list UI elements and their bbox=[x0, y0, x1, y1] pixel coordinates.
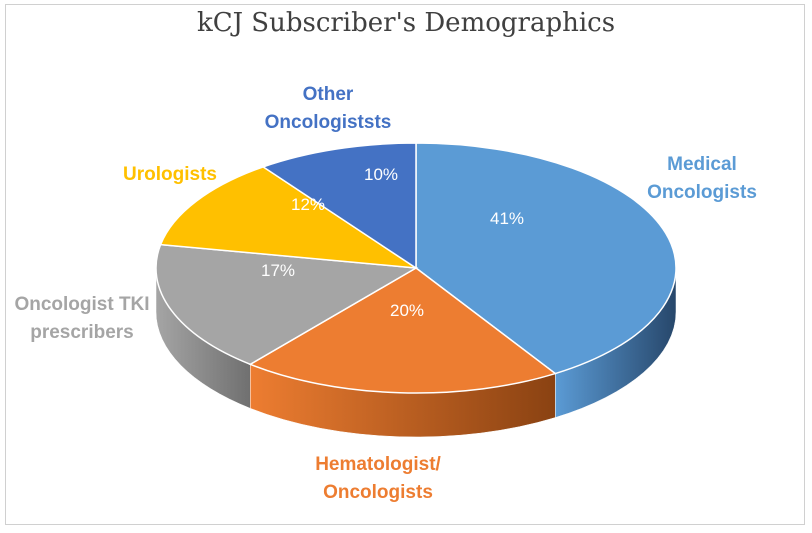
slice-category-line: Oncologiststs bbox=[265, 112, 392, 133]
pie-slice-2[interactable] bbox=[155, 243, 419, 366]
slice-category-line: Other bbox=[303, 84, 354, 105]
slice-category-line: Oncologist TKI bbox=[14, 294, 149, 315]
pie-top bbox=[155, 142, 677, 394]
pie-slice-0[interactable] bbox=[415, 142, 677, 375]
slice-category-label-2: Oncologist TKI prescribers bbox=[14, 294, 149, 343]
chart-title: kCJ Subscriber's Demographics bbox=[196, 8, 616, 38]
slice-category-line: prescribers bbox=[30, 322, 134, 343]
slice-value-label-3: 12% bbox=[291, 195, 325, 214]
slice-category-line: Oncologists bbox=[647, 182, 757, 203]
slice-category-line: Hematologist/ bbox=[315, 454, 441, 475]
slice-category-line: Medical bbox=[667, 154, 737, 175]
pie-slice-4[interactable] bbox=[261, 142, 417, 270]
slice-category-label-3: Urologists bbox=[123, 164, 217, 185]
slice-category-line: Oncologists bbox=[323, 482, 433, 503]
slice-value-label-4: 10% bbox=[364, 165, 398, 184]
slice-category-line: Urologists bbox=[123, 164, 217, 185]
pie-slice-3[interactable] bbox=[159, 166, 417, 269]
slice-value-label-0: 41% bbox=[490, 209, 524, 228]
slice-category-label-4: Other Oncologiststs bbox=[265, 84, 392, 133]
pie-slice-1[interactable] bbox=[248, 267, 557, 394]
slice-category-label-1: Hematologist/Oncologists bbox=[315, 454, 441, 503]
slice-category-label-0: Medical Oncologists bbox=[647, 154, 757, 203]
slice-value-label-1: 20% bbox=[390, 301, 424, 320]
slice-value-label-2: 17% bbox=[261, 261, 295, 280]
